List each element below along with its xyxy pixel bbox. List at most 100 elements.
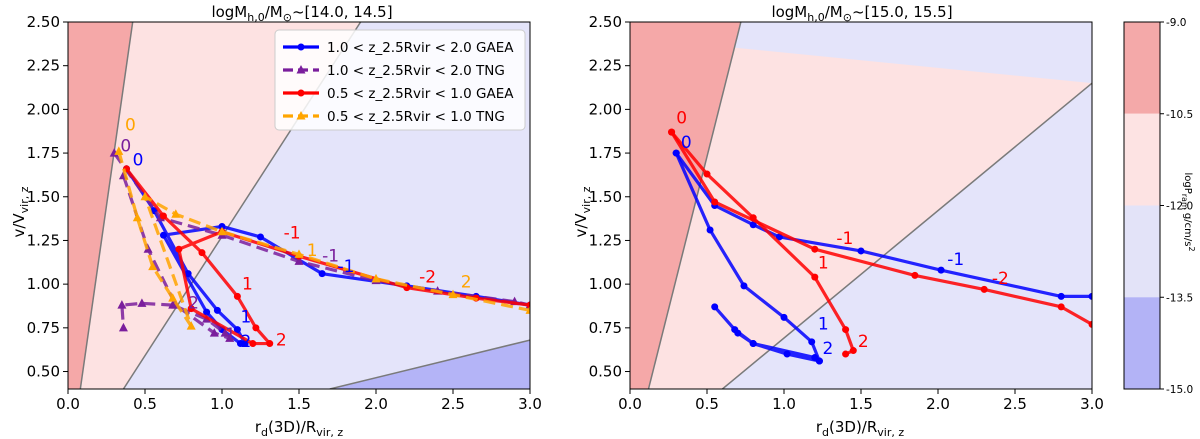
data-point <box>159 212 167 220</box>
data-point <box>148 261 158 271</box>
data-point <box>711 303 719 311</box>
data-point <box>203 308 211 316</box>
data-point <box>525 305 530 314</box>
data-point <box>218 222 226 230</box>
data-point <box>448 289 458 299</box>
data-point <box>775 233 783 241</box>
point-label: 2 <box>858 332 869 352</box>
legend-entry: 0.5 < z_2.5Rvir < 1.0 GAEA <box>327 86 514 102</box>
legend-marker <box>297 89 305 97</box>
y-tick-label: 2.25 <box>27 57 60 75</box>
data-point <box>225 333 235 342</box>
data-point <box>911 271 919 279</box>
data-point <box>168 293 178 302</box>
data-point <box>140 191 150 201</box>
right-y-axis-label: v/Vvir, z <box>572 186 593 237</box>
y-tick-label: 0.75 <box>27 319 60 337</box>
y-tick-label: 0.50 <box>27 363 60 381</box>
point-label: 1 <box>307 241 318 261</box>
x-tick-label: 1.5 <box>849 395 873 413</box>
point-label: 0 <box>676 108 687 128</box>
data-point <box>672 149 680 157</box>
data-point <box>703 170 711 178</box>
data-point <box>1088 292 1092 300</box>
point-label: 0 <box>681 133 692 153</box>
y-tick-label: 1.25 <box>27 231 60 249</box>
legend-marker <box>297 43 305 51</box>
y-tick-label: 0.75 <box>589 319 622 337</box>
right-title: logMh,0/M⊙~[15.0, 15.5] <box>771 3 952 24</box>
x-tick-label: 1.5 <box>287 395 311 413</box>
right-series-lines <box>668 128 1092 365</box>
data-point <box>857 247 865 255</box>
data-point <box>117 300 127 309</box>
colorbar-segment <box>1124 297 1160 389</box>
data-point <box>252 324 260 332</box>
data-point <box>749 340 757 348</box>
data-point <box>114 146 124 155</box>
point-label: 2 <box>461 273 472 293</box>
y-tick-label: 1.75 <box>27 144 60 162</box>
data-point <box>220 328 230 337</box>
point-label: 2 <box>823 339 834 359</box>
region-boundary-line <box>721 82 1092 389</box>
data-point <box>811 273 819 281</box>
point-label: 0 <box>133 150 144 170</box>
point-label: 1 <box>240 308 251 328</box>
data-point <box>706 226 714 234</box>
data-point <box>236 340 244 348</box>
data-point <box>842 350 850 358</box>
data-point <box>198 249 206 257</box>
colorbar-segment <box>1124 113 1160 206</box>
x-tick-label: 2.5 <box>441 395 465 413</box>
x-tick-label: 3.0 <box>518 395 542 413</box>
series-line <box>117 150 530 328</box>
legend-entry: 1.0 < z_2.5Rvir < 2.0 GAEA <box>327 40 514 56</box>
colorbar-tick-label: -10.5 <box>1166 109 1193 121</box>
y-tick-label: 1.75 <box>589 144 622 162</box>
data-point <box>1057 292 1065 300</box>
y-tick-label: 2.00 <box>27 100 60 118</box>
point-label: 0 <box>125 115 136 135</box>
region-boundary-line <box>329 339 530 389</box>
x-tick-label: 0.0 <box>618 395 642 413</box>
point-label: -1 <box>322 246 339 266</box>
x-tick-label: 1.0 <box>210 395 234 413</box>
data-point <box>137 298 147 307</box>
left-series-lines <box>109 146 530 348</box>
y-tick-label: 2.50 <box>589 13 622 31</box>
left-x-axis-label: rd(3D)/Rvir, z <box>255 418 344 439</box>
data-point <box>118 322 128 332</box>
data-point <box>213 306 221 314</box>
data-point <box>1057 303 1065 311</box>
colorbar-tick-label: -12.0 <box>1166 201 1193 213</box>
data-point <box>233 292 241 300</box>
data-point <box>849 347 857 355</box>
data-point <box>132 212 142 222</box>
data-point <box>811 245 819 253</box>
point-label: 1 <box>818 253 829 273</box>
x-tick-label: 1.0 <box>772 395 796 413</box>
data-point <box>815 357 823 365</box>
data-point <box>294 256 304 265</box>
data-point <box>257 233 264 241</box>
point-label: 2 <box>240 332 251 352</box>
region-boundary-line <box>647 22 742 389</box>
x-tick-label: 2.5 <box>1003 395 1027 413</box>
data-point <box>734 329 742 337</box>
y-tick-label: 2.25 <box>589 57 622 75</box>
point-label: -1 <box>284 224 301 244</box>
y-tick-label: 1.00 <box>589 275 622 293</box>
data-point <box>175 245 183 253</box>
series-line <box>674 152 1092 298</box>
data-point <box>780 313 788 321</box>
y-tick-label: 1.50 <box>589 188 622 206</box>
data-point <box>171 209 181 218</box>
x-tick-label: 3.0 <box>1080 395 1104 413</box>
point-label: -1 <box>947 250 964 270</box>
colorbar-tick-label: -15.0 <box>1166 384 1193 396</box>
data-point <box>842 326 850 334</box>
